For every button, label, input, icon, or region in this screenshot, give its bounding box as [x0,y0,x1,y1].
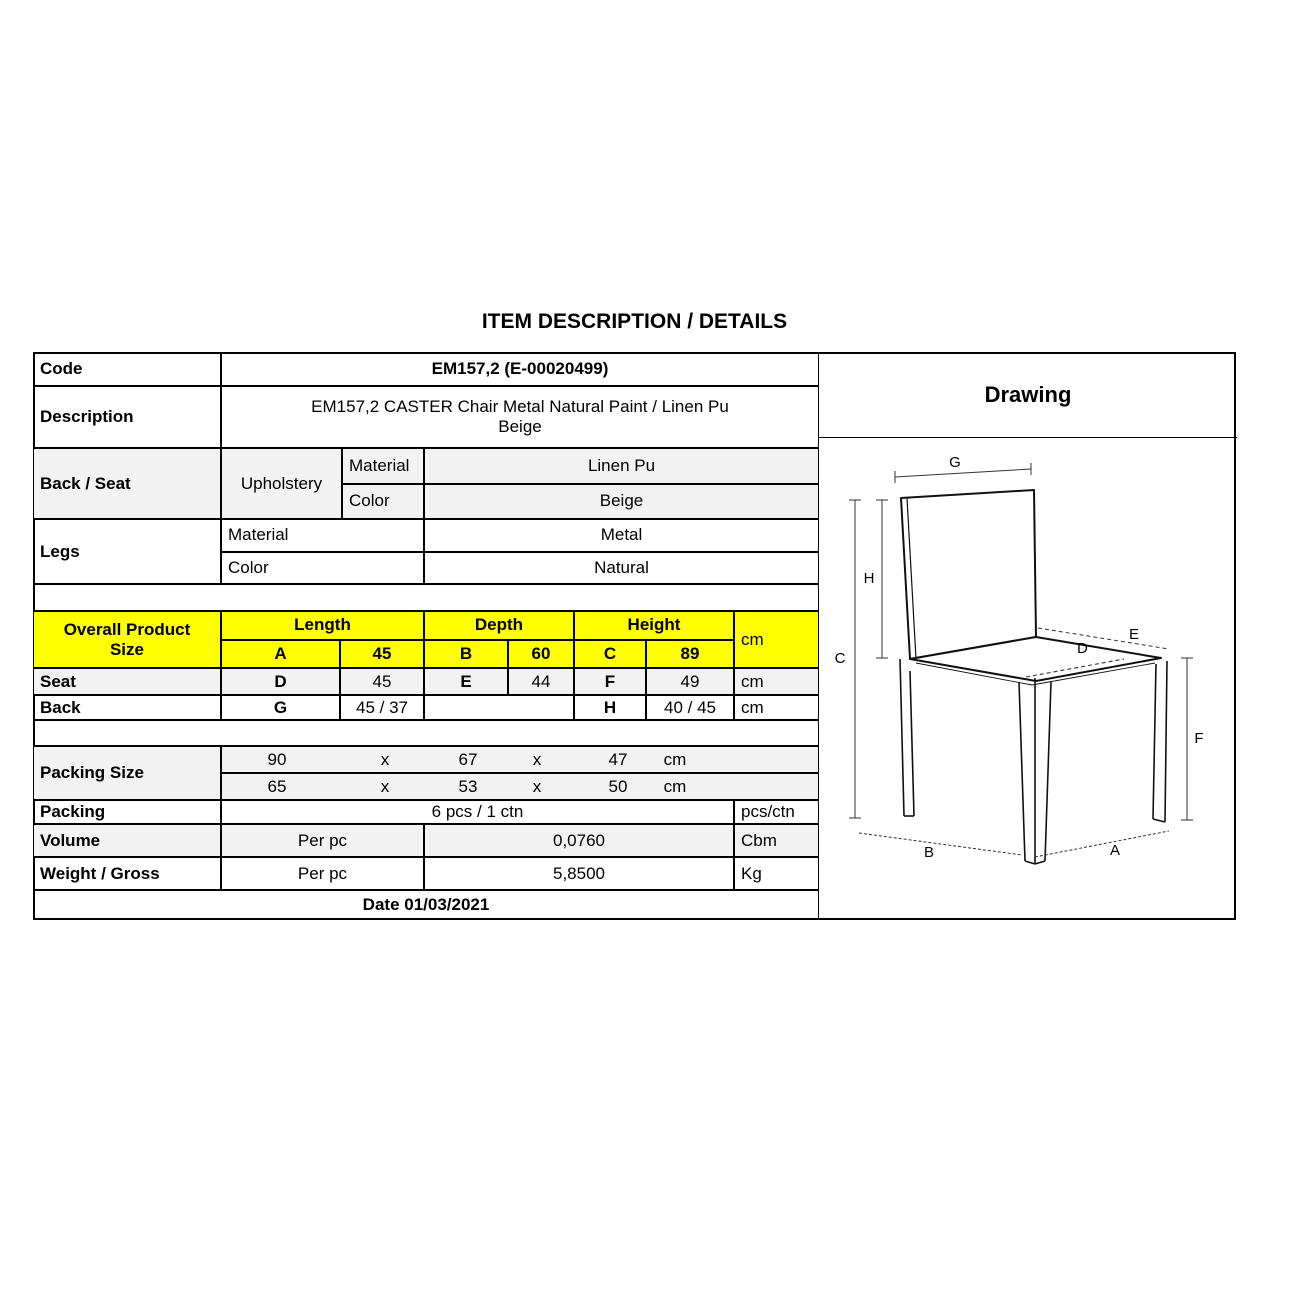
svg-text:B: B [924,844,934,861]
svg-text:A: A [1110,842,1120,859]
svg-text:H: H [864,570,875,587]
svg-text:D: D [1077,640,1088,657]
svg-text:G: G [949,454,961,471]
svg-text:F: F [1194,730,1203,747]
svg-text:C: C [835,650,846,667]
svg-text:E: E [1129,626,1139,643]
